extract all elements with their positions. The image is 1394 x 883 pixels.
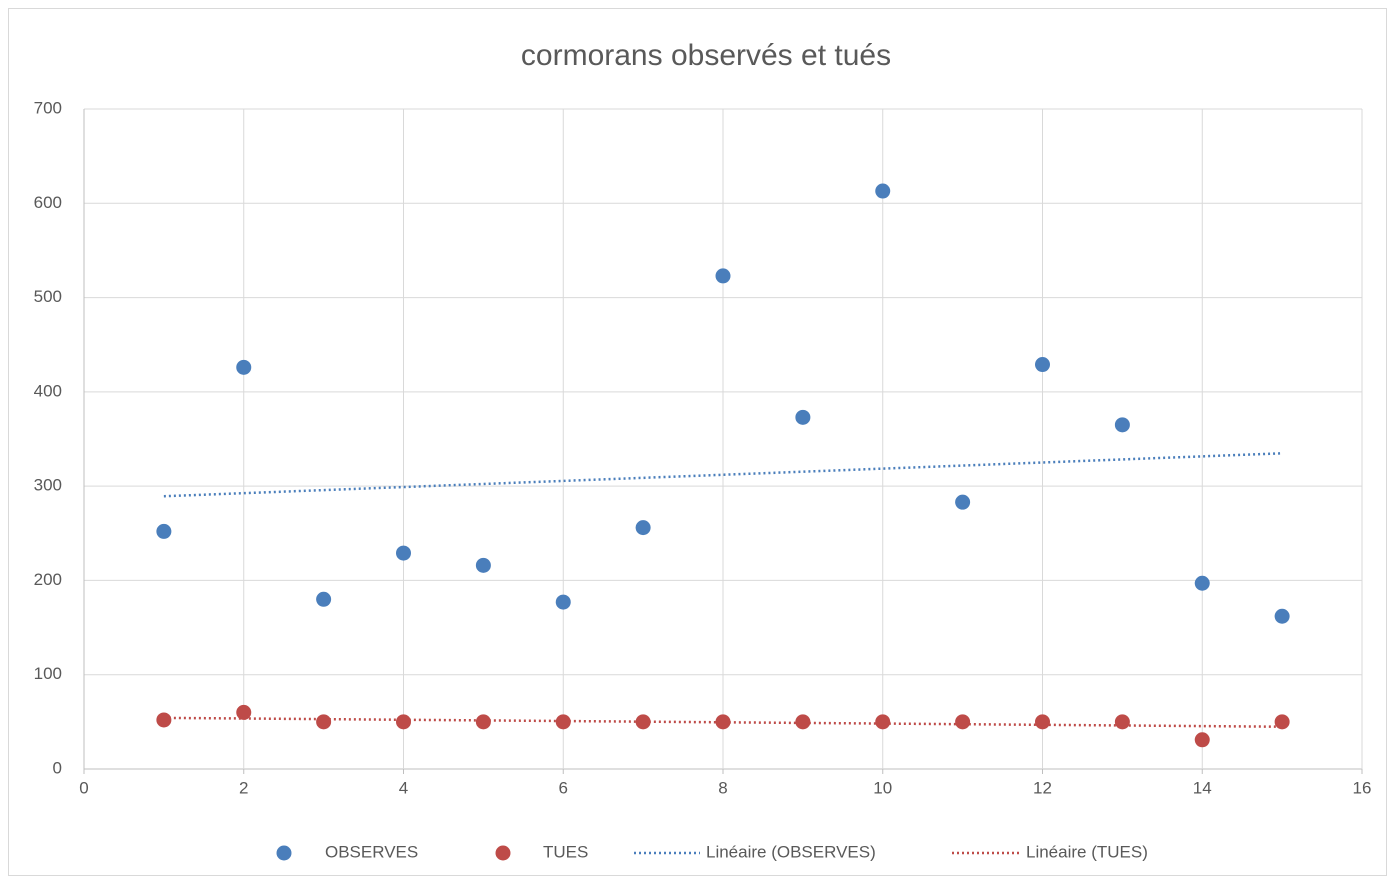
legend-label: OBSERVES [325,842,418,861]
point [1274,608,1290,624]
point [396,714,411,730]
y-tick-label: 0 [53,758,62,777]
point [1114,417,1130,433]
point [555,714,571,730]
x-tick-label: 2 [239,778,248,797]
legend-marker [276,845,292,861]
point [715,268,731,284]
x-tick-label: 6 [559,778,568,797]
x-tick-label: 14 [1193,778,1212,797]
point [955,494,971,510]
x-tick-label: 16 [1353,778,1372,797]
trendline [163,452,1283,498]
chart-frame [8,8,1387,876]
point [156,523,172,539]
point [795,714,811,730]
x-tick-label: 12 [1033,778,1052,797]
legend-marker [495,845,511,861]
point [475,557,491,573]
x-tick-label: 8 [718,778,727,797]
point [715,714,731,730]
legend-label: Linéaire (TUES) [1026,842,1148,861]
y-tick-label: 200 [34,570,62,589]
point [316,591,332,607]
chart-title: cormorans observés et tués [521,39,891,72]
point [555,594,571,610]
point [236,359,252,375]
point [236,704,252,720]
legend-label: Linéaire (OBSERVES) [706,842,876,861]
y-tick-label: 300 [34,476,62,495]
y-tick-label: 700 [34,98,62,117]
point [875,183,891,199]
x-tick-label: 0 [79,778,88,797]
point [1194,575,1210,591]
point [635,714,651,730]
y-tick-label: 500 [34,287,62,306]
y-tick-label: 400 [34,381,62,400]
point [875,714,891,730]
point [1035,357,1050,373]
point [475,714,491,730]
point [316,714,332,730]
point [955,714,971,730]
legend-label: TUES [543,842,588,861]
x-tick-label: 4 [399,778,408,797]
point [396,545,411,561]
point [1194,732,1210,748]
point [635,520,651,536]
y-tick-label: 100 [34,664,62,683]
point [1114,714,1130,730]
point [795,409,811,425]
point [1035,714,1050,730]
point [1274,714,1290,730]
point [156,712,172,728]
y-tick-label: 600 [34,193,62,212]
trendline [163,716,1283,728]
x-tick-label: 10 [873,778,892,797]
